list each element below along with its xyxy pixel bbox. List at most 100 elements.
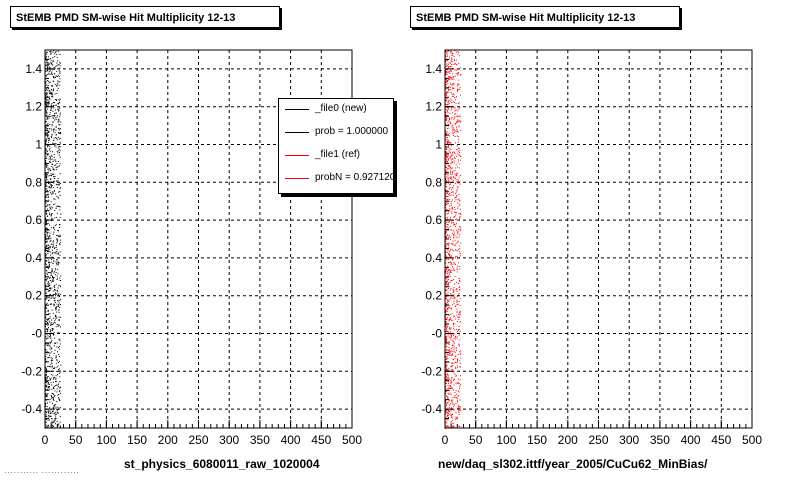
scatter-point [49,91,51,93]
scatter-point [448,244,450,246]
scatter-point [57,196,59,198]
scatter-point [55,161,57,163]
scatter-point [455,131,457,133]
scatter-point [459,345,460,347]
scatter-point [50,421,52,423]
scatter-point [46,61,48,63]
scatter-point [45,356,47,357]
scatter-point [48,261,50,263]
scatter-point [52,167,54,169]
scatter-point [58,197,60,199]
scatter-point [47,56,49,58]
scatter-point [53,227,55,229]
scatter-point [452,158,454,160]
scatter-point [450,69,452,71]
scatter-point [56,187,58,188]
scatter-point [453,233,455,235]
scatter-point [46,297,48,299]
scatter-point [448,118,450,120]
scatter-point [459,253,461,255]
scatter-point [446,340,448,342]
scatter-point [454,151,455,153]
scatter-point [47,99,49,101]
scatter-point [57,89,59,91]
scatter-point [446,349,447,350]
scatter-point [445,205,447,206]
scatter-point [447,140,449,141]
scatter-point [48,139,49,141]
scatter-point [54,395,56,397]
scatter-point [59,54,61,55]
scatter-point [49,413,51,414]
scatter-point [451,365,453,367]
scatter-point [459,316,460,318]
scatter-point [57,289,59,291]
scatter-point [453,323,454,325]
scatter-point [48,357,50,358]
scatter-point [447,89,449,91]
scatter-point [459,55,461,57]
scatter-point [450,62,452,64]
scatter-point [52,393,54,394]
scatter-point [446,128,448,130]
scatter-point [53,156,55,158]
scatter-point [47,167,49,169]
scatter-point [447,308,448,310]
scatter-point [57,412,59,414]
scatter-point [58,132,60,133]
scatter-point [45,81,47,83]
scatter-point [51,213,53,215]
scatter-point [49,313,51,315]
scatter-point [52,90,54,92]
scatter-point [453,235,455,237]
scatter-point [48,290,50,291]
scatter-point [53,393,54,395]
scatter-point [46,395,48,396]
scatter-point [47,281,49,283]
scatter-point [451,416,453,418]
scatter-point [445,71,447,73]
scatter-point [450,84,452,85]
scatter-point [45,421,47,423]
scatter-point [446,293,448,295]
scatter-point [459,408,461,410]
scatter-point [54,143,56,145]
scatter-point [457,383,459,385]
scatter-point [48,175,50,177]
scatter-point [459,247,460,249]
scatter-point [46,95,48,97]
scatter-point [445,124,447,126]
x-tick-label: 100 [96,433,116,447]
scatter-point [52,421,54,423]
scatter-point [447,143,449,145]
scatter-point [47,204,49,206]
scatter-point [51,351,53,353]
y-tick-label: -0.4 [21,402,42,416]
scatter-point [452,154,454,156]
scatter-point [49,365,51,367]
scatter-point [46,70,48,72]
scatter-point [49,98,50,99]
scatter-point [454,60,455,61]
scatter-point [453,333,455,335]
scatter-point [448,85,450,87]
scatter-point [49,321,51,323]
scatter-point [445,379,447,381]
scatter-point [46,99,48,101]
scatter-point [57,305,59,307]
x-tick-label: 0 [442,433,449,447]
scatter-point [445,135,447,137]
scatter-point [453,176,455,178]
legend-entry-ref: _file1 (ref) [279,145,393,167]
scatter-point [449,399,451,401]
scatter-point [56,366,58,368]
scatter-point [54,376,56,378]
y-tick-label: 0.8 [425,175,442,189]
scatter-point [47,317,49,319]
scatter-point [448,271,450,273]
scatter-point [458,167,460,169]
scatter-point [450,239,452,240]
scatter-point [446,341,447,343]
scatter-point [447,396,448,398]
scatter-point [45,114,47,116]
